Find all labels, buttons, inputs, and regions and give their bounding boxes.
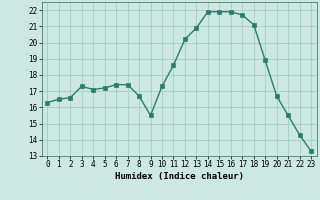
X-axis label: Humidex (Indice chaleur): Humidex (Indice chaleur) <box>115 172 244 181</box>
